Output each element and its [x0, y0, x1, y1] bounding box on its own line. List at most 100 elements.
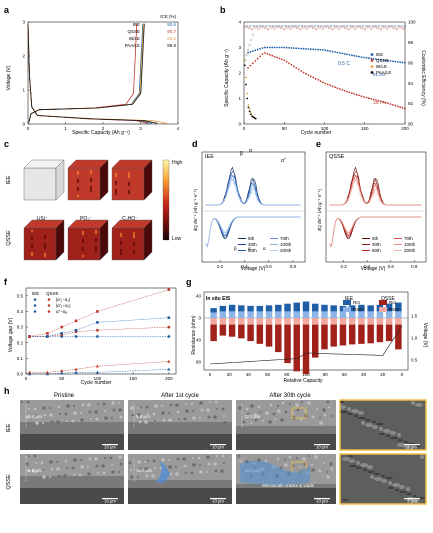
panel-h-sem-grain [374, 477, 382, 481]
panel-d-peak-beta-low: β [234, 246, 237, 251]
panel-g-bar-iee-rct [275, 304, 282, 312]
panel-h-sem-grain [169, 403, 173, 407]
panel-b-capacity-point-paa-le [247, 106, 250, 109]
panel-f-point-1 [60, 369, 64, 373]
panel-b-ce-point-iee [358, 25, 361, 28]
panel-b-ce-point-qsse [366, 26, 370, 29]
panel-h-sem-grain [358, 417, 366, 419]
panel-e-ylabel: dQ dV⁻¹ (Ah g⁻¹ V⁻¹) [317, 188, 322, 231]
panel-h-sem-grain [154, 467, 156, 469]
panel-h-sem-grain [154, 420, 156, 422]
panel-b-ce-point-iee [329, 25, 332, 28]
panel-h-sem-grain [220, 469, 224, 473]
panel-b-capacity-point-iee [249, 50, 252, 53]
panel-b-capacity-point-qsse [307, 74, 310, 76]
panel-h-scalebar [210, 444, 226, 446]
panel-h-sem-grain [95, 464, 99, 468]
panel-h-sem-grain [268, 420, 272, 424]
panel-e-charge-curve-0 [329, 166, 422, 206]
panel-f-point-3 [167, 325, 171, 329]
panel-f-legend-label: α″−αₐ [56, 309, 67, 314]
panel-h-sem-grain [49, 413, 53, 417]
panel-e-axes: 0.2 0.4 0.6 0.8 [325, 151, 427, 269]
panel-h-sem-grain [223, 421, 227, 425]
panel-g-bar-iee-rct [210, 308, 217, 313]
panel-c-cube-speckle [119, 242, 123, 246]
panel-h-sem-grain [415, 403, 423, 407]
panel-d-charge-curve-5 [205, 179, 301, 206]
panel-h-sem-grain [406, 487, 410, 491]
panel-b-ce-point-iee [310, 25, 313, 28]
panel-f-point-5 [60, 325, 64, 329]
panel-g-bar-iee-rsei [358, 311, 365, 318]
panel-g-ytick-label: 40 [196, 294, 202, 299]
panel-h-sem-grain [109, 456, 113, 460]
panel-h-sem-grain [137, 476, 139, 478]
panel-c-row-label-iee: IEE [6, 175, 12, 184]
panel-h-sem-grain [49, 460, 53, 464]
panel-h-sem-grain [130, 475, 134, 479]
panel-c-cube-speckle [132, 241, 136, 245]
panel-b-capacity-point-qsse [396, 105, 399, 108]
panel-b: b 0 50 100 150 200 0 1 2 3 4 90 92 94 96 98 100 Cycle n… [220, 5, 426, 136]
panel-b-legend-marker [370, 65, 374, 68]
panel-h-sem-substrate [128, 434, 232, 450]
panel-c-cube-speckle [30, 253, 34, 257]
panel-f-series-line-1 [29, 361, 169, 373]
panel-h-sem-grain [280, 418, 284, 422]
panel-h-col-label-1st: After 1st cycle [161, 393, 199, 399]
panel-a-ytick-label: 1 [22, 88, 25, 93]
panel-h-sem-grain [358, 411, 364, 415]
panel-h-sem-grain [90, 418, 92, 420]
panel-g-bar-qsse-rsei [385, 318, 393, 325]
panel-c-cube-speckle [119, 240, 123, 244]
panel-e-frame [325, 151, 427, 263]
panel-e-legend-label: 50th [372, 248, 381, 253]
panel-h-sem-grain [152, 412, 156, 416]
panel-h-sem-grain [145, 405, 149, 409]
panel-e-xtick-label: 0.8 [411, 264, 418, 269]
panel-f-point-5 [167, 288, 171, 291]
panel-h-sem-grain [281, 401, 285, 405]
panel-h-sem-grain [33, 407, 37, 411]
panel-b-capacity-point-iee [338, 52, 341, 54]
panel-c-cube-speckle [43, 252, 47, 256]
panel-h-sem-grain [161, 458, 165, 462]
panel-g-ytick-label: 0 [198, 316, 201, 321]
panel-h-scalebar [314, 498, 330, 500]
panel-h-crack-highlight [156, 460, 170, 483]
panel-g-xtick-label: 0 [209, 372, 212, 377]
panel-b-capacity-point-qsse [360, 95, 363, 98]
panel-h-thickness-label: 9.9 μm [136, 414, 150, 419]
panel-h-sem-grain [360, 463, 368, 467]
panel-b-capacity-point-ib-le [243, 59, 246, 62]
panel-h-zoom-box [291, 407, 307, 419]
panel-h-sem-grain [169, 472, 173, 476]
panel-f-point-5 [46, 332, 49, 335]
panel-d-letter: d [192, 139, 198, 149]
panel-h-sem-grain [316, 408, 318, 410]
panel-f-ytick-label: 0.3 [17, 325, 24, 330]
panel-h-sem-grain [56, 461, 58, 463]
panel-d-legend-label: 50th [248, 248, 257, 253]
panel-c-cube-side [99, 159, 109, 201]
panel-c-cube-speckle [94, 239, 98, 243]
panel-b-capacity-point-qsse [384, 101, 387, 104]
panel-c-cube-speckle [43, 236, 47, 240]
panel-b-ce-point-iee [297, 25, 300, 28]
panel-b-capacity-point-qsse [346, 90, 348, 93]
panel-f-legend-label: |α′₁−α₁| [56, 297, 70, 302]
panel-h-sem-grain [78, 473, 82, 477]
panel-h-sem-grain [367, 465, 373, 469]
panel-f-xtick-label: 50 [59, 376, 65, 381]
panel-c-cube-speckle [43, 242, 47, 246]
panel-b-capacity-point-iee [300, 47, 303, 50]
panel-b-capacity-point-paa-le [248, 110, 251, 113]
panel-h-sem-grain [137, 407, 139, 409]
panel-d-curves [205, 166, 301, 248]
panel-h-sem-grain [101, 464, 105, 468]
panel-h-thickness-label: 9.4 μm [28, 414, 42, 419]
panel-g-bar-iee-rsei [367, 311, 374, 318]
panel-e-xtick-label: 0.4 [364, 264, 371, 269]
panel-g-bar-iee-rsei [284, 311, 291, 318]
